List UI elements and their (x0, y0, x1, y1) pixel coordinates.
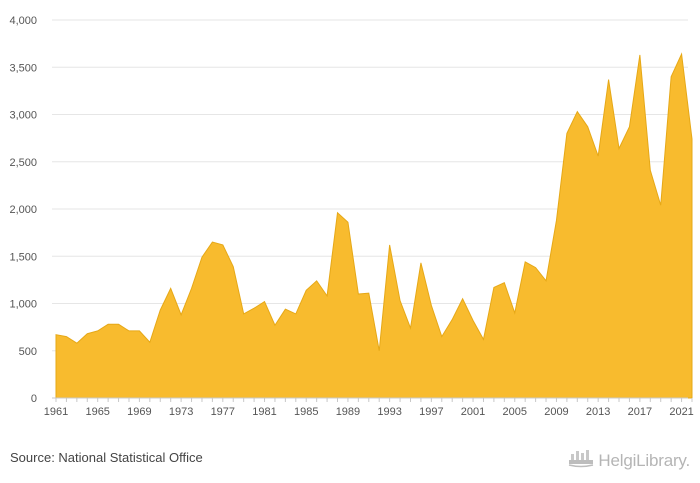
data-point (419, 261, 422, 264)
data-point (65, 335, 68, 338)
x-tick-label: 1965 (85, 406, 109, 418)
x-tick-label: 2009 (544, 406, 568, 418)
data-point (75, 342, 78, 345)
data-point (263, 300, 266, 303)
data-point (524, 260, 527, 263)
x-tick-label: 1985 (294, 406, 318, 418)
data-point (346, 221, 349, 224)
data-point (221, 243, 224, 246)
data-point (534, 266, 537, 269)
x-tick-label: 2001 (461, 406, 485, 418)
y-tick-label: 3,500 (9, 62, 37, 74)
data-point (680, 53, 683, 56)
data-point (159, 309, 162, 312)
data-point (284, 308, 287, 311)
data-point (305, 289, 308, 292)
x-tick-label: 1997 (419, 406, 443, 418)
y-tick-label: 0 (31, 393, 37, 405)
data-point (659, 204, 662, 207)
x-tick-label: 1977 (211, 406, 235, 418)
data-point (55, 333, 58, 336)
data-point (96, 329, 99, 332)
y-tick-label: 2,500 (9, 157, 37, 169)
y-tick-label: 500 (19, 346, 37, 358)
data-point (492, 286, 495, 289)
helgi-library-logo-icon (568, 448, 594, 473)
data-point (367, 292, 370, 295)
data-point (545, 279, 548, 282)
chart-area: 0 500 1,000 1,500 2,000 2,500 3,000 3,500 4,000 1… (9, 15, 694, 418)
x-tick-label: 1969 (127, 406, 151, 418)
data-point (472, 319, 475, 322)
data-point (138, 329, 141, 332)
data-point (378, 349, 381, 352)
data-point (315, 279, 318, 282)
brand-text: HelgiLibrary. (598, 450, 690, 470)
data-point (127, 329, 130, 332)
data-point (86, 332, 89, 335)
data-point (253, 307, 256, 310)
data-point (440, 335, 443, 338)
data-point (399, 299, 402, 302)
y-tick-label: 2,000 (9, 204, 37, 216)
data-point (190, 287, 193, 290)
data-point (117, 323, 120, 326)
data-point (607, 78, 610, 81)
data-point (555, 219, 558, 222)
data-point (200, 256, 203, 259)
data-point (670, 75, 673, 78)
data-point (586, 125, 589, 128)
data-point (336, 211, 339, 214)
data-point (576, 110, 579, 113)
data-point (638, 53, 641, 56)
x-tick-label: 1961 (44, 406, 68, 418)
y-tick-label: 3,000 (9, 110, 37, 122)
x-tick-label: 1989 (336, 406, 360, 418)
area-series (55, 52, 693, 399)
data-point (388, 243, 391, 246)
data-point (211, 241, 214, 244)
data-point (503, 281, 506, 284)
source-note: Source: National Statistical Office (10, 450, 203, 465)
brand-logo[interactable]: HelgiLibrary. (568, 448, 690, 473)
x-tick-label: 1981 (252, 406, 276, 418)
data-point (232, 265, 235, 268)
x-tick-label: 2005 (503, 406, 527, 418)
data-point (482, 338, 485, 341)
data-point (357, 293, 360, 296)
x-tick-label: 1973 (169, 406, 193, 418)
y-tick-label: 1,000 (9, 299, 37, 311)
data-point (242, 312, 245, 315)
x-tick-label: 2017 (628, 406, 652, 418)
data-point (618, 147, 621, 150)
data-point (451, 318, 454, 321)
x-tick-label: 2013 (586, 406, 610, 418)
data-point (273, 324, 276, 327)
x-tick-label: 1993 (377, 406, 401, 418)
data-point (326, 294, 329, 297)
x-tick-label: 2021 (669, 406, 693, 418)
y-tick-label: 1,500 (9, 251, 37, 263)
data-point (691, 138, 694, 141)
data-point (107, 323, 110, 326)
data-point (649, 169, 652, 172)
data-point (461, 297, 464, 300)
data-point (430, 304, 433, 307)
data-point (409, 327, 412, 330)
data-point (180, 313, 183, 316)
data-point (628, 125, 631, 128)
data-point (148, 341, 151, 344)
footer: Source: National Statistical Office Helg… (0, 440, 700, 483)
data-point (565, 132, 568, 135)
data-point (597, 155, 600, 158)
data-point (294, 312, 297, 315)
data-point (169, 287, 172, 290)
area-chart: 0 500 1,000 1,500 2,000 2,500 3,000 3,500 4,000 1… (9, 15, 694, 418)
data-point (513, 311, 516, 314)
y-tick-label: 4,000 (9, 15, 37, 27)
